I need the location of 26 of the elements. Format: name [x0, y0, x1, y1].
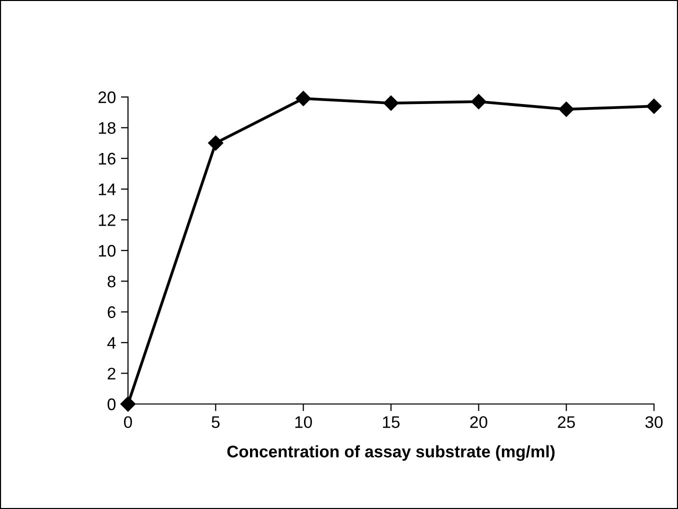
- point: [208, 135, 224, 151]
- x-tick-label: 10: [295, 416, 312, 428]
- point: [471, 94, 486, 110]
- y-tick-label: 18: [98, 122, 116, 134]
- x-tick-label: 20: [470, 416, 488, 428]
- x-tick-label: 0: [124, 416, 132, 428]
- y-tick-label: 16: [98, 152, 116, 165]
- y-tick-label: 6: [108, 306, 116, 318]
- point: [296, 90, 311, 106]
- x-tick-label: 30: [645, 416, 663, 428]
- y-tick-label: 14: [98, 184, 116, 196]
- point: [646, 98, 662, 114]
- x-tick-label: 5: [212, 416, 220, 428]
- y-tick-label: 0: [108, 398, 116, 410]
- point: [558, 102, 574, 117]
- y-tick-label: 20: [98, 91, 116, 104]
- y-tick-label: 8: [108, 276, 116, 288]
- x-tick-label: 25: [558, 416, 575, 428]
- point: [383, 96, 399, 111]
- x-axis-title: Concentration of assay substrate (mg/ml): [227, 445, 555, 461]
- y-tick-label: 12: [98, 214, 116, 226]
- x-tick-label: 15: [383, 416, 400, 428]
- y-tick-label: 10: [98, 244, 116, 257]
- point: [120, 396, 136, 412]
- y-tick-label: 4: [107, 337, 116, 349]
- y-tick-label: 2: [108, 368, 116, 380]
